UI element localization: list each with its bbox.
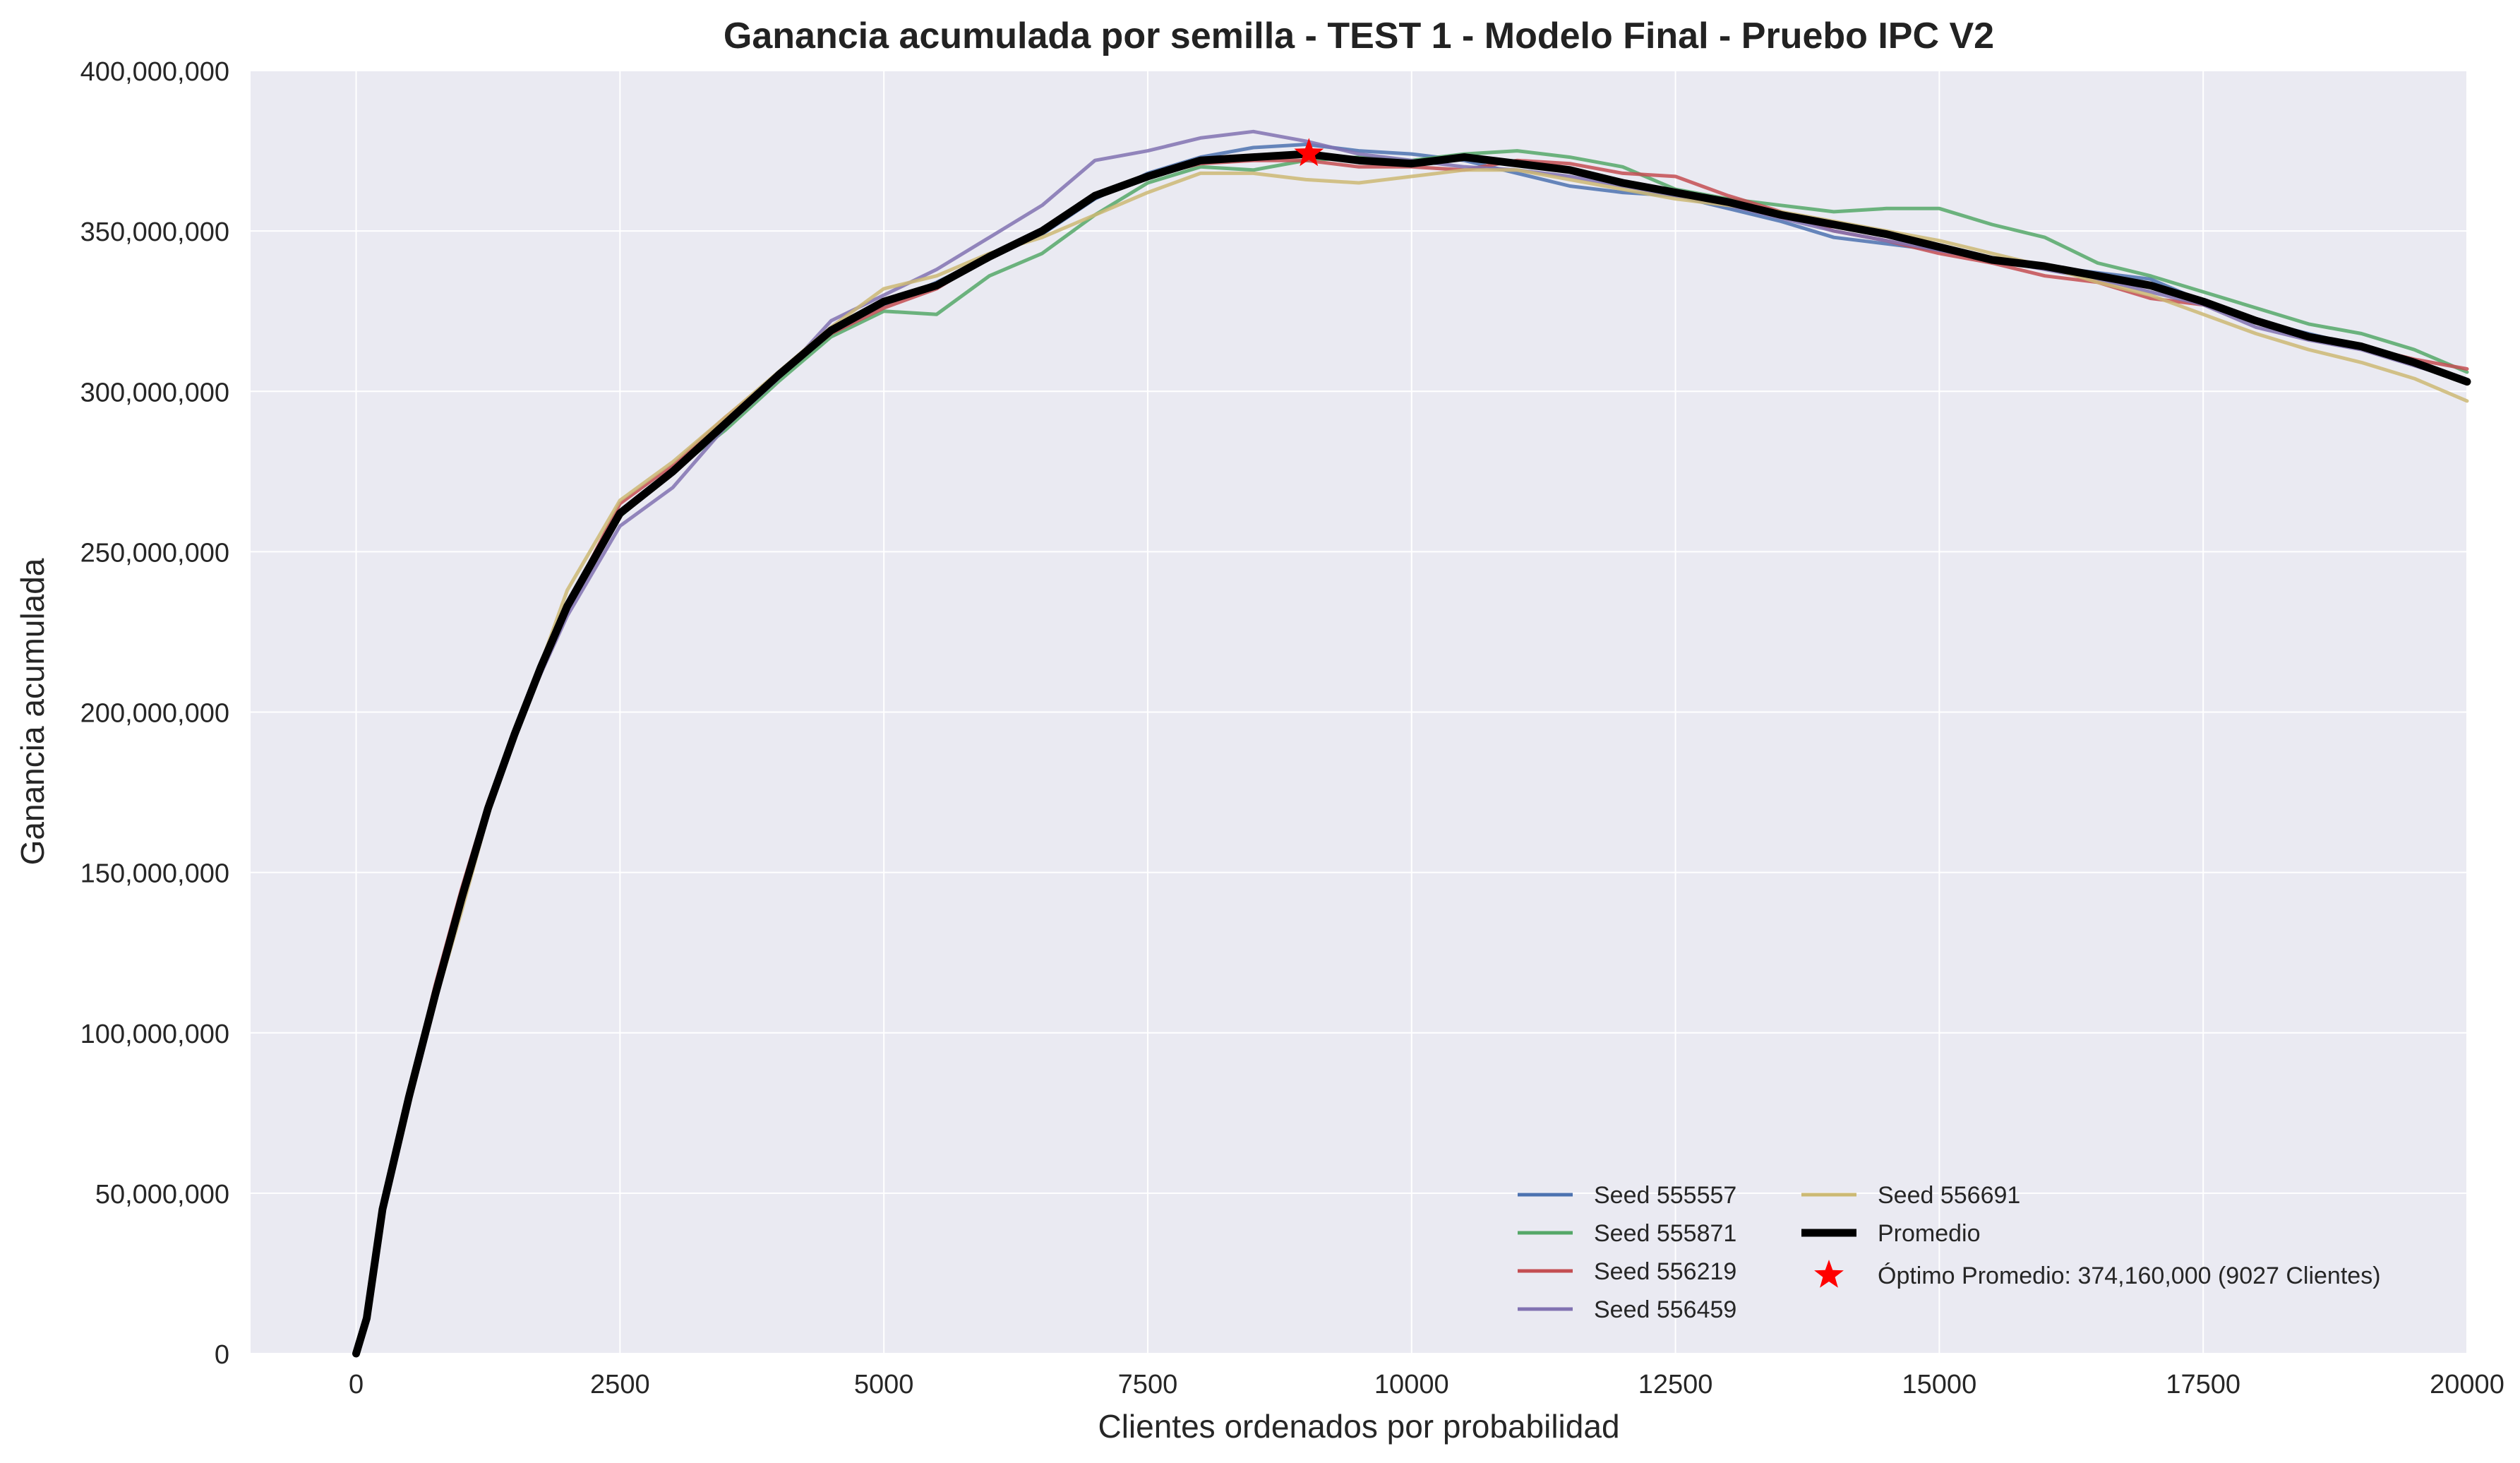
x-tick-label: 7500 <box>1118 1370 1178 1399</box>
legend-entry-label: Seed 556459 <box>1594 1296 1736 1323</box>
x-tick-label: 5000 <box>854 1370 914 1399</box>
y-axis-label: Ganancia acumulada <box>14 558 51 865</box>
series-group <box>352 129 2471 1358</box>
legend-entry-label: Promedio <box>1878 1220 1981 1247</box>
x-tick-label: 15000 <box>1902 1370 1977 1399</box>
x-tick-label: 12500 <box>1638 1370 1713 1399</box>
y-tick-label: 100,000,000 <box>80 1020 229 1049</box>
grid <box>251 70 2468 1354</box>
y-tick-label: 150,000,000 <box>80 859 229 889</box>
y-tick-labels: 0 50,000,000 100,000,000 150,000,000 200,000… <box>80 57 229 1370</box>
y-tick-label: 300,000,000 <box>80 378 229 407</box>
chart-title: Ganancia acumulada por semilla - TEST 1 … <box>724 16 1994 56</box>
x-tick-label: 17500 <box>2166 1370 2240 1399</box>
x-tick-labels: 0 2500 5000 7500 10000 12500 15000 17500 20000 <box>349 1370 2504 1399</box>
optimum-star-marker <box>1294 138 1324 167</box>
y-tick-label: 0 <box>215 1340 229 1370</box>
legend-entry-label: Seed 556219 <box>1594 1258 1736 1285</box>
legend-entry-label: Seed 555871 <box>1594 1220 1736 1247</box>
y-tick-label: 350,000,000 <box>80 217 229 247</box>
y-tick-label: 50,000,000 <box>95 1180 229 1210</box>
y-tick-label: 400,000,000 <box>80 57 229 87</box>
optimum-marker-group <box>1294 138 1324 167</box>
legend-entry-label: Seed 555557 <box>1594 1182 1736 1209</box>
legend-optimum-label: Óptimo Promedio: 374,160,000 (9027 Clien… <box>1878 1262 2381 1289</box>
x-tick-label: 10000 <box>1374 1370 1449 1399</box>
y-tick-label: 250,000,000 <box>80 538 229 568</box>
x-tick-label: 2500 <box>590 1370 650 1399</box>
series-line-promedio <box>352 150 2471 1358</box>
x-tick-label: 0 <box>349 1370 364 1399</box>
x-axis-label: Clientes ordenados por probabilidad <box>1098 1408 1619 1445</box>
y-tick-label: 200,000,000 <box>80 699 229 729</box>
x-tick-label: 20000 <box>2430 1370 2504 1399</box>
legend-star-icon <box>1814 1260 1844 1288</box>
legend: Seed 555557 Seed 555871 Seed 556219 Seed 55… <box>1518 1182 2381 1323</box>
legend-entry-label: Seed 556691 <box>1878 1182 2020 1209</box>
